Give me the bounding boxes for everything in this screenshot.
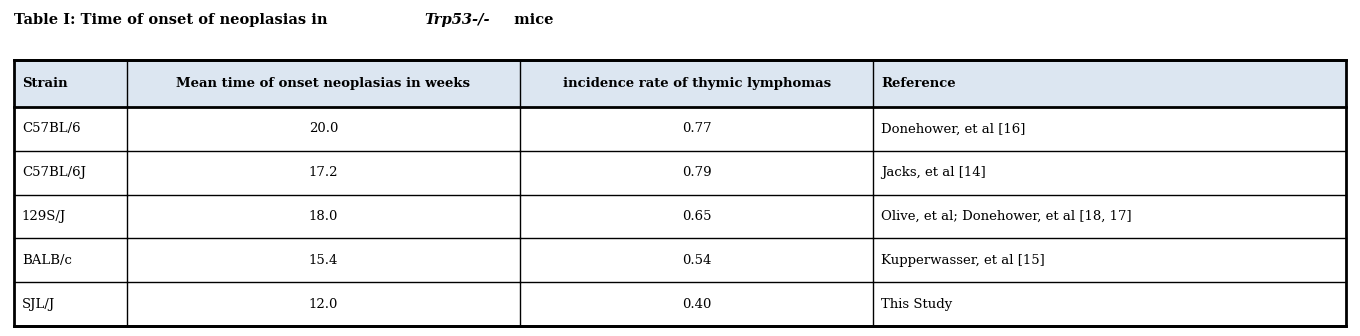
Text: 18.0: 18.0 (309, 210, 339, 223)
Text: Trp53-/-: Trp53-/- (424, 13, 491, 28)
Text: incidence rate of thymic lymphomas: incidence rate of thymic lymphomas (563, 77, 831, 90)
Text: Strain: Strain (22, 77, 68, 90)
Bar (14, 238, 1346, 282)
Text: Reference: Reference (881, 77, 956, 90)
Text: 0.54: 0.54 (681, 254, 711, 267)
Text: Olive, et al; Donehower, et al [18, 17]: Olive, et al; Donehower, et al [18, 17] (881, 210, 1132, 223)
Text: Kupperwasser, et al [15]: Kupperwasser, et al [15] (881, 254, 1046, 267)
Text: mice: mice (510, 13, 554, 28)
Text: BALB/c: BALB/c (22, 254, 72, 267)
Text: 129S/J: 129S/J (22, 210, 67, 223)
Text: Jacks, et al [14]: Jacks, et al [14] (881, 166, 986, 179)
Text: C57BL/6: C57BL/6 (22, 122, 80, 135)
Text: 0.65: 0.65 (681, 210, 711, 223)
Text: SJL/J: SJL/J (22, 297, 54, 310)
Bar (14, 60, 1346, 326)
Text: Mean time of onset neoplasias in weeks: Mean time of onset neoplasias in weeks (177, 77, 471, 90)
Text: Table I: Time of onset of neoplasias in: Table I: Time of onset of neoplasias in (14, 13, 332, 28)
Text: 0.77: 0.77 (681, 122, 711, 135)
Text: Donehower, et al [16]: Donehower, et al [16] (881, 122, 1025, 135)
Text: 0.79: 0.79 (681, 166, 711, 179)
Bar (14, 195, 1346, 238)
Bar (14, 107, 1346, 151)
Text: 12.0: 12.0 (309, 297, 339, 310)
Text: 20.0: 20.0 (309, 122, 339, 135)
Bar (14, 60, 1346, 107)
Text: This Study: This Study (881, 297, 952, 310)
Bar (14, 282, 1346, 326)
Text: 0.40: 0.40 (681, 297, 711, 310)
Text: C57BL/6J: C57BL/6J (22, 166, 86, 179)
Bar (14, 151, 1346, 195)
Text: 17.2: 17.2 (309, 166, 339, 179)
Text: 15.4: 15.4 (309, 254, 339, 267)
